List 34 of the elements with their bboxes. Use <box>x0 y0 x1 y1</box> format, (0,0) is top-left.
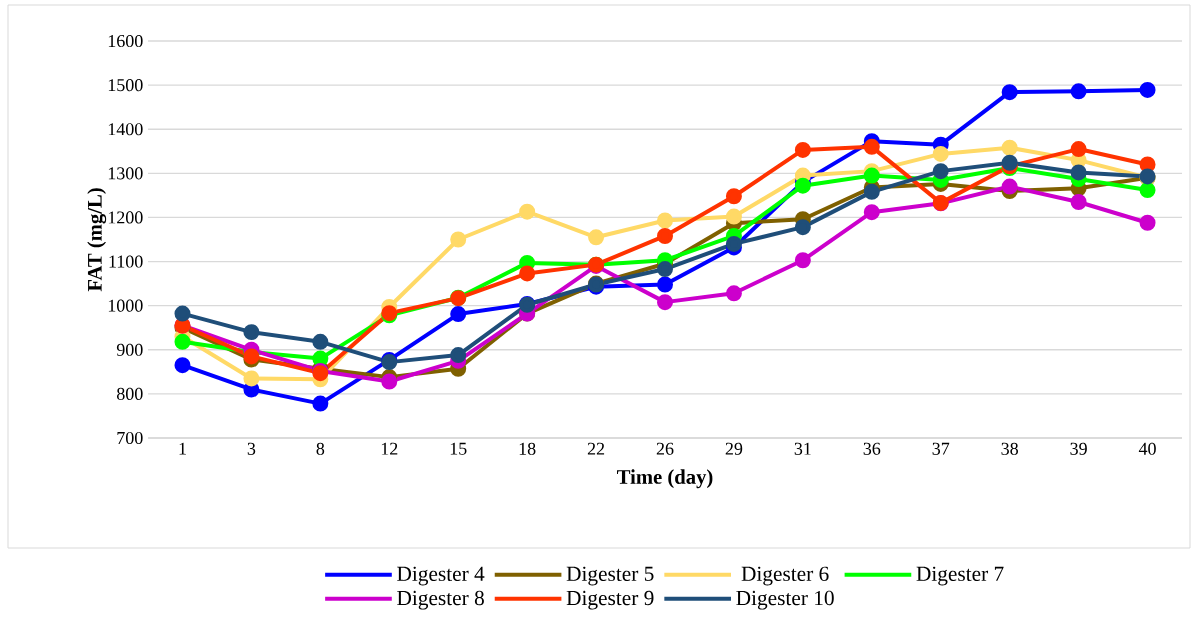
legend-label: Digester 9 <box>566 590 654 610</box>
legend-label: Digester 8 <box>397 590 484 610</box>
x-tick-label: 1 <box>179 442 186 455</box>
x-tick-label: 40 <box>1138 442 1156 455</box>
x-tick-label: 37 <box>932 442 950 455</box>
y-tick-label: 1000 <box>108 299 143 312</box>
legend-label: Digester 5 <box>566 566 654 586</box>
x-tick-label: 22 <box>587 442 605 455</box>
x-tick-label: 38 <box>1001 442 1018 455</box>
legend-label: Digester 4 <box>397 566 485 586</box>
legend-label: Digester 10 <box>736 590 834 610</box>
y-tick-label: 1300 <box>108 167 143 180</box>
x-axis-title: Time (day) <box>617 469 713 489</box>
x-tick-label: 15 <box>450 442 467 455</box>
x-tick-label: 18 <box>519 442 536 455</box>
y-axis-title: FAT (mg/L) <box>87 188 107 292</box>
x-tick-label: 8 <box>316 442 325 455</box>
x-tick-label: 3 <box>247 442 256 455</box>
x-tick-label: 31 <box>794 442 811 455</box>
x-tick-label: 39 <box>1070 442 1087 455</box>
y-tick-label: 1400 <box>108 123 143 136</box>
legend-label: Digester 7 <box>916 566 1004 586</box>
x-tick-label: 36 <box>863 442 881 455</box>
legend-label: Digester 6 <box>741 566 829 586</box>
y-tick-label: 1500 <box>108 79 143 92</box>
x-tick-label: 12 <box>381 442 398 455</box>
y-tick-label: 1100 <box>109 255 143 268</box>
y-tick-label: 800 <box>116 387 143 400</box>
y-tick-label: 900 <box>116 343 143 356</box>
y-tick-label: 1200 <box>108 211 143 224</box>
x-tick-label: 26 <box>656 442 674 455</box>
x-tick-label: 29 <box>725 442 743 455</box>
y-tick-label: 700 <box>117 431 143 445</box>
y-tick-label: 1600 <box>108 34 143 48</box>
